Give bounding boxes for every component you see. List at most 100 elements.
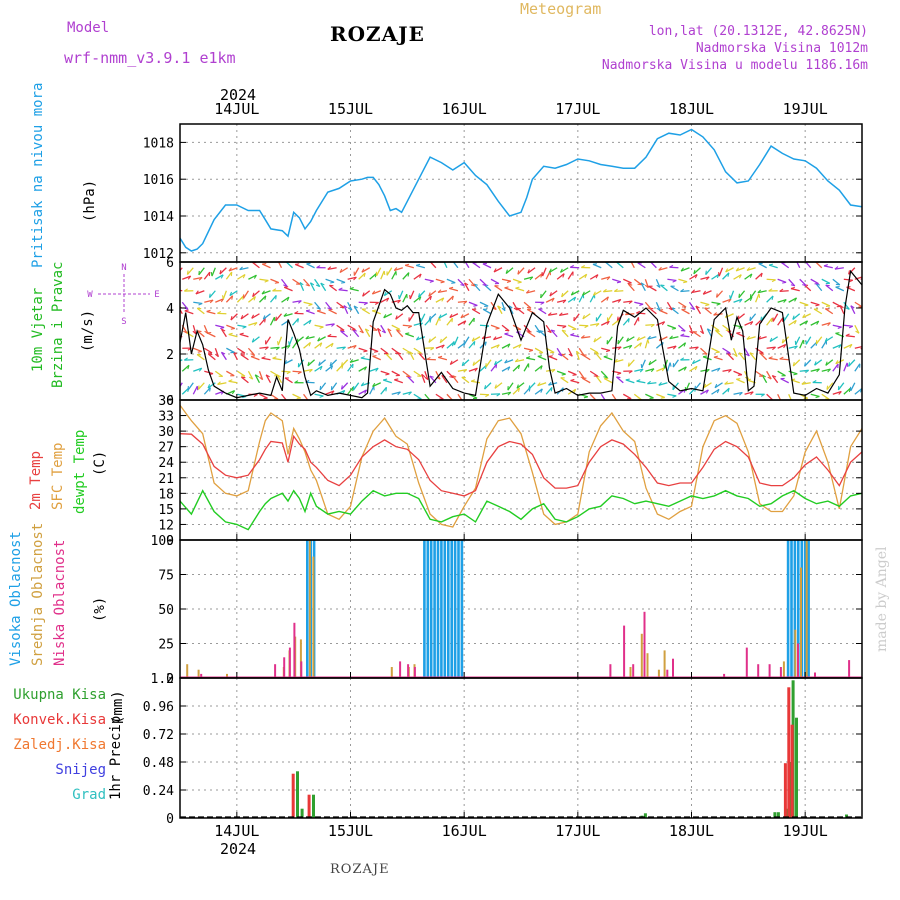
wind-barb (636, 336, 646, 342)
wind-barb-head (409, 351, 414, 355)
wind-barb (813, 308, 823, 315)
wind-barb-head (669, 362, 672, 367)
wind-barb-head (815, 262, 820, 263)
wind-barb (692, 359, 701, 365)
wind-barb (545, 347, 555, 353)
wind-barb-head (197, 385, 200, 390)
wind-barb (667, 324, 677, 330)
wind-barb-head (275, 295, 277, 300)
wind-barb (353, 305, 360, 315)
wind-barb (320, 282, 327, 292)
wind-barb-head (501, 307, 506, 312)
cloud-low-bar (814, 672, 816, 678)
wind-barb (237, 324, 247, 328)
wind-barb (193, 347, 202, 353)
temp-unit-label: (C) (92, 450, 108, 476)
wind-barb-head (297, 318, 300, 323)
wind-barb (561, 290, 569, 298)
wind-barb-head (616, 376, 621, 379)
wind-barb-head (428, 292, 431, 297)
temp-axis-label-1: 2m Temp (28, 450, 44, 510)
day-label-bottom: 17JUL (555, 822, 600, 840)
sfc-temp-line (179, 404, 863, 528)
wind-barb-head (724, 381, 729, 385)
wind-barb (281, 370, 291, 373)
wind-barb (799, 369, 809, 372)
wind-barb-head (505, 329, 510, 332)
wind-barb (550, 329, 558, 338)
wind-barb (391, 271, 397, 280)
wind-barb (341, 382, 349, 390)
wind-barb-head (583, 396, 588, 399)
wind-barb-head (473, 283, 478, 286)
wind-barb (413, 273, 422, 280)
wind-barb (193, 367, 202, 372)
wind-barb (755, 347, 764, 354)
wind-barb (284, 377, 293, 384)
wind-barb (336, 324, 345, 331)
wind-barb-head (441, 374, 446, 378)
wind-barb (307, 359, 316, 367)
wind-barb-head (727, 329, 732, 332)
legend-total-rain: Ukupna Kisa (13, 687, 106, 703)
wind-barb (796, 262, 801, 269)
wind-barb (612, 370, 622, 374)
wind-barb (482, 263, 492, 269)
wind-barb (429, 375, 437, 384)
wind-barb (622, 393, 632, 400)
wind-barb (243, 290, 249, 299)
wind-barb (821, 393, 830, 400)
cloud-high-bar (457, 540, 460, 678)
wind-barb (612, 298, 622, 303)
wind-barb (850, 305, 856, 315)
cloud-high-bar (803, 540, 807, 678)
wind-barb (777, 370, 786, 377)
wind-barb (248, 274, 257, 280)
wind-barb (232, 351, 238, 361)
wind-barb-head (436, 376, 441, 380)
wind-barb (207, 353, 216, 361)
wind-barb-head (210, 272, 213, 277)
wind-barb (738, 352, 746, 361)
wind-barb-head (595, 323, 600, 327)
wind-barb (338, 289, 348, 292)
wind-barb (582, 313, 591, 320)
wind-barb-head (259, 376, 263, 381)
wind-barb-head (514, 358, 519, 362)
wind-barb-head (352, 329, 357, 332)
wind-barb-head (186, 270, 189, 275)
wind-barb-head (286, 296, 290, 302)
wind-barb-head (286, 371, 291, 375)
wind-barb-head (415, 336, 420, 341)
wind-barb-head (727, 388, 730, 393)
wind-barb-head (365, 328, 370, 332)
wind-barb-head (364, 389, 368, 394)
wind-barb (468, 278, 476, 287)
wind-barb-head (315, 284, 320, 288)
wind-barb-head (735, 267, 740, 272)
wind-barb-head (437, 289, 442, 293)
cloud-low-bar (623, 625, 626, 678)
wind-barb (655, 341, 664, 349)
y-tick-label: 33 (158, 410, 174, 425)
wind-barb-head (318, 361, 321, 366)
panel-frame (179, 261, 863, 401)
wind-barb (593, 290, 602, 296)
wind-barb (711, 367, 721, 372)
wind-barb-head (602, 288, 607, 293)
wind-barb-head (372, 382, 376, 387)
wind-barb-head (713, 355, 718, 358)
wind-barb (281, 296, 290, 303)
wind-barb (623, 300, 633, 303)
wind-barb-head (693, 269, 696, 274)
wind-barb-head (746, 267, 751, 271)
wind-barb-head (804, 362, 806, 367)
wind-barb (192, 385, 198, 395)
wind-barb-head (540, 273, 543, 278)
wind-barb (799, 393, 809, 399)
cloud-low-bar (274, 664, 277, 678)
wind-barb-head (568, 353, 573, 357)
day-label-bottom: 16JUL (442, 822, 487, 840)
wind-barb-head (527, 269, 530, 274)
wind-barb-head (360, 382, 365, 387)
